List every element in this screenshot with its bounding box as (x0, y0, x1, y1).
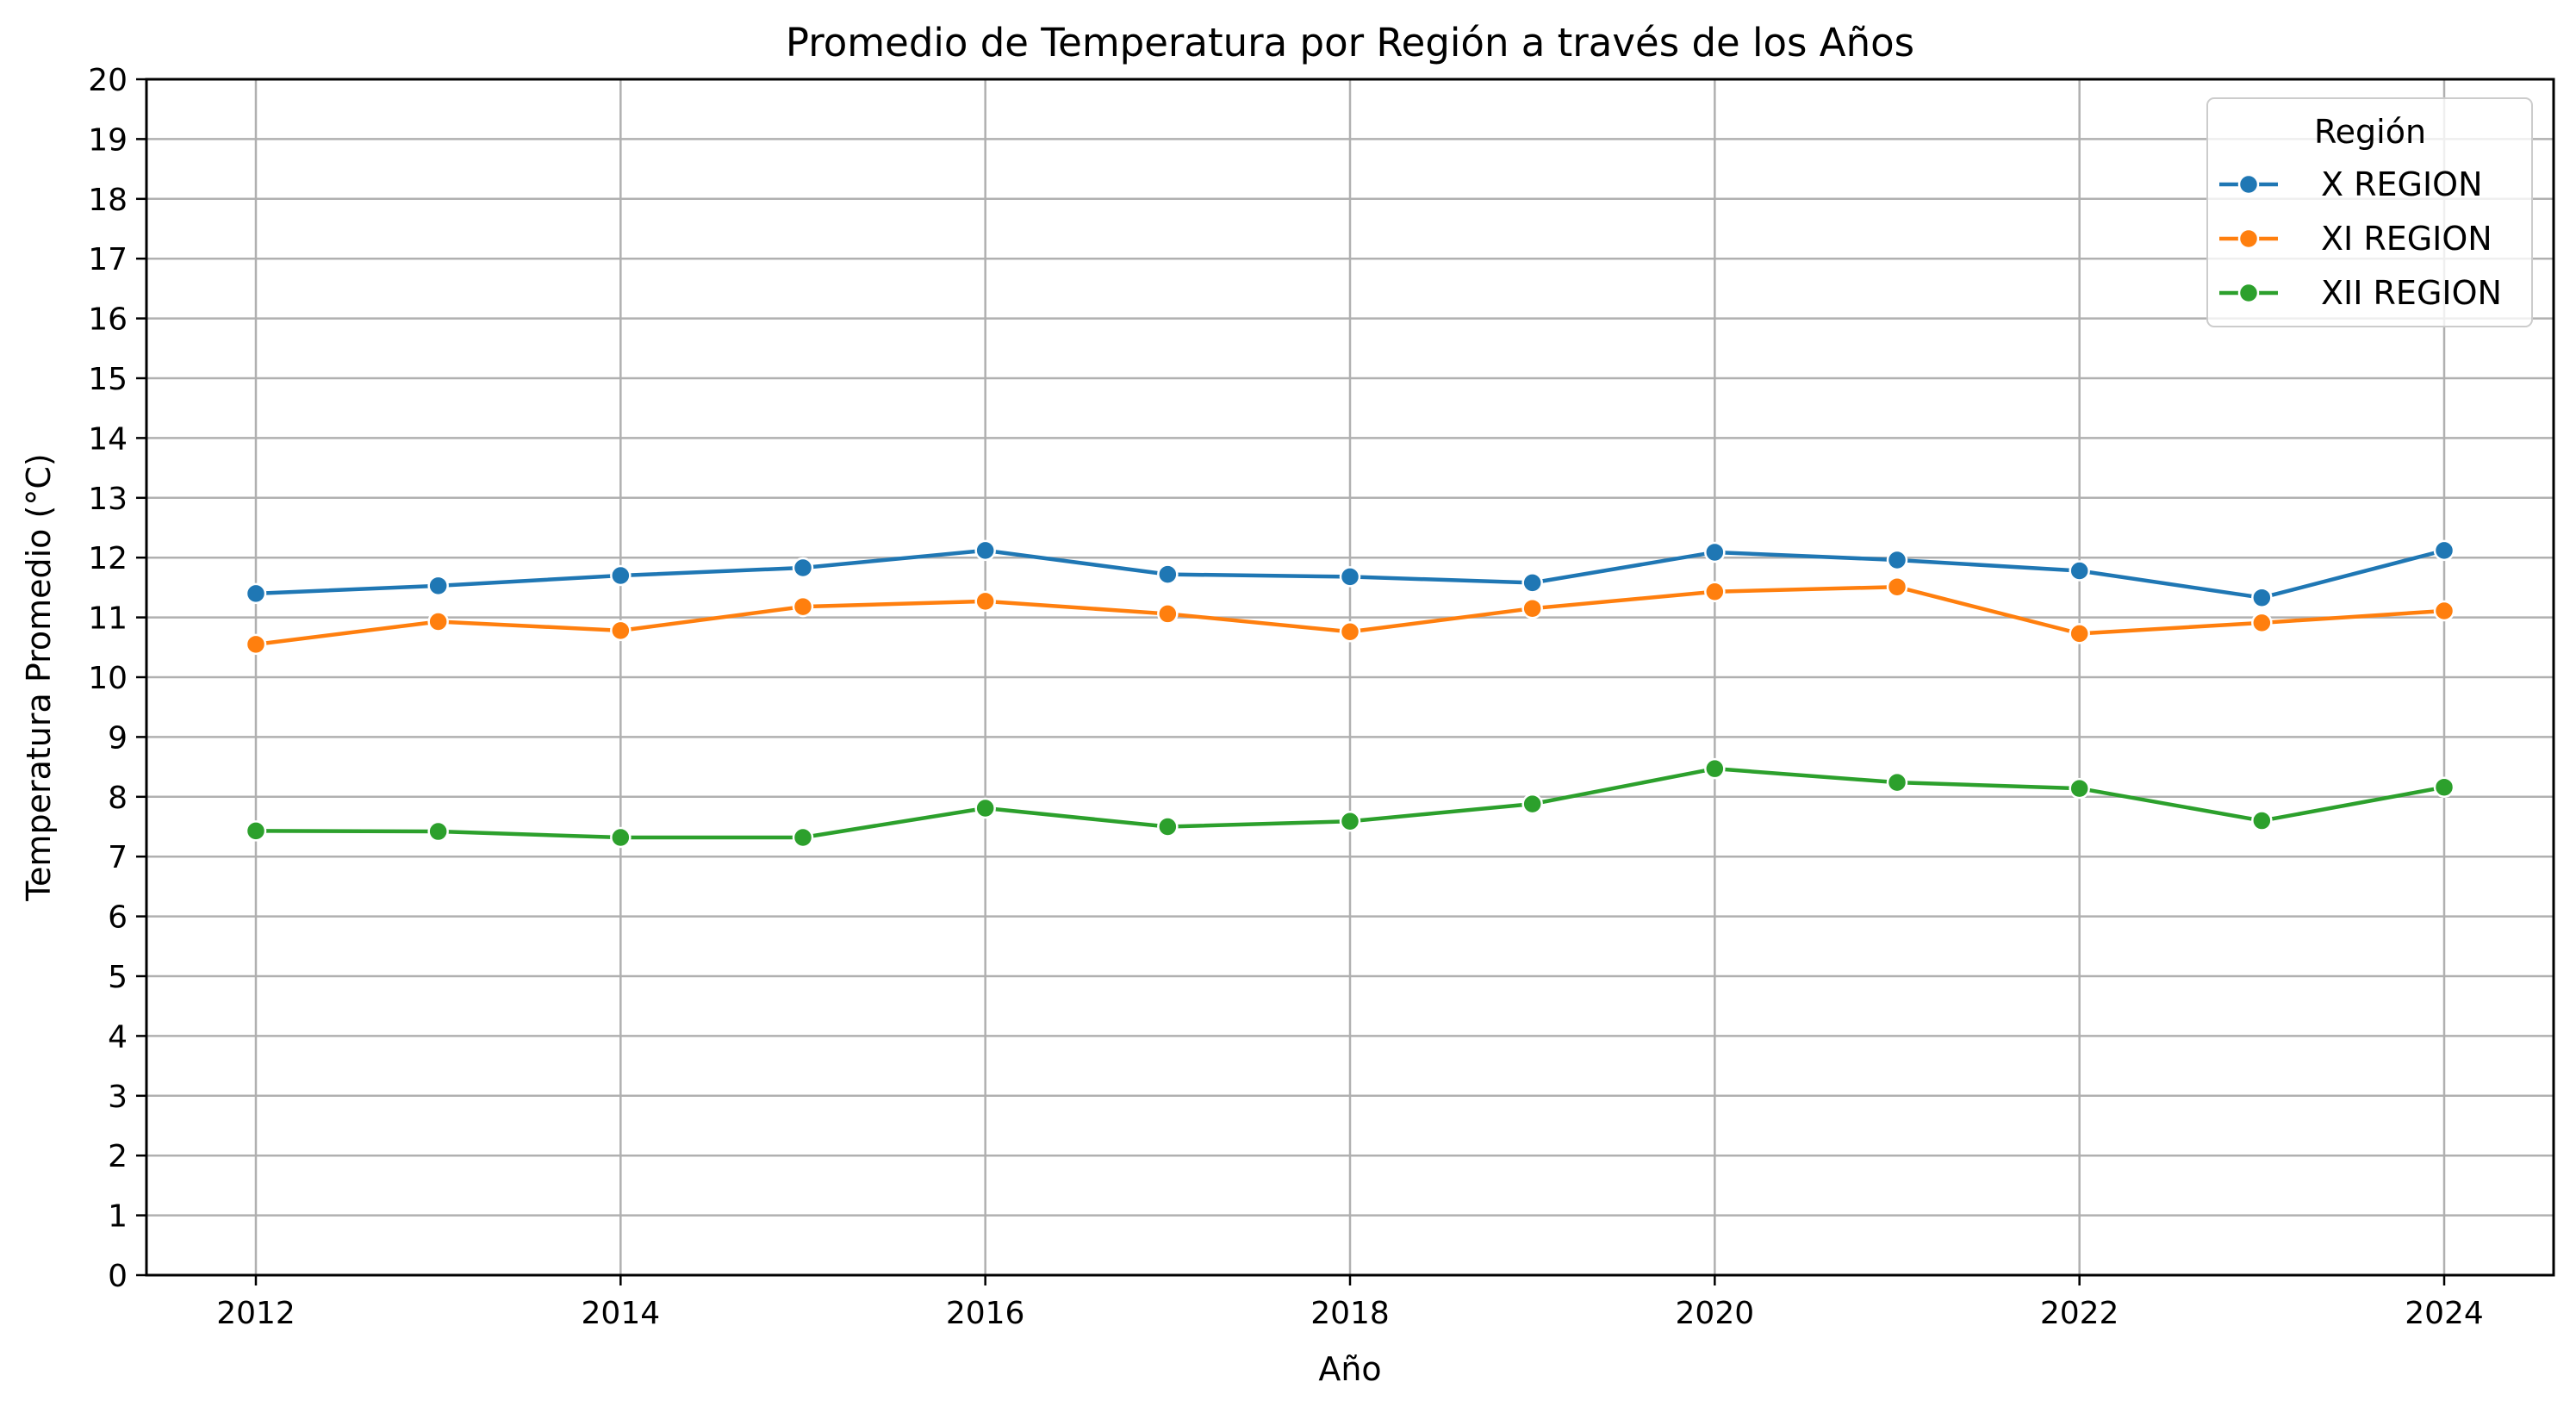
y-axis-label: Temperatura Promedio (°C) (20, 453, 58, 901)
chart-title: Promedio de Temperatura por Región a tra… (786, 20, 1914, 65)
y-tick-label: 8 (108, 781, 128, 816)
x-tick-label: 2016 (946, 1296, 1025, 1331)
y-tick-label: 0 (108, 1259, 128, 1294)
legend-entry-label: XI REGION (2321, 220, 2492, 258)
data-point (427, 820, 449, 843)
x-tick-label: 2020 (1676, 1296, 1755, 1331)
data-point (2251, 810, 2273, 831)
y-tick-label: 12 (88, 541, 128, 576)
data-point (2251, 587, 2273, 608)
y-tick-label: 10 (88, 661, 128, 696)
series-group (245, 539, 2455, 849)
y-tick-label: 3 (108, 1080, 128, 1115)
y-tick-label: 6 (108, 900, 128, 936)
y-tick-label: 15 (88, 362, 128, 397)
data-point (1157, 563, 1179, 585)
x-tick-label: 2012 (216, 1296, 296, 1331)
data-point (792, 826, 814, 849)
data-point (1521, 597, 1543, 619)
data-point (245, 633, 267, 656)
legend-entry-label: X REGION (2321, 165, 2483, 203)
x-tick-label: 2018 (1310, 1296, 1390, 1331)
y-tick-label: 11 (88, 601, 128, 637)
legend-marker-swatch (2237, 173, 2260, 196)
y-tick-label: 2 (108, 1139, 128, 1174)
legend-box (2206, 97, 2533, 327)
y-tick-label: 5 (108, 960, 128, 995)
data-point (974, 797, 996, 819)
data-point (1886, 549, 1908, 571)
y-tick-label: 1 (108, 1199, 128, 1235)
data-point (792, 595, 814, 618)
data-point (2069, 560, 2090, 582)
data-point (1704, 541, 1726, 563)
data-point (610, 826, 632, 849)
data-point (2433, 539, 2455, 562)
series-x-region (245, 539, 2455, 608)
y-tick-label: 7 (108, 840, 128, 875)
data-point (427, 575, 449, 597)
data-point (427, 611, 449, 632)
y-tick-label: 9 (108, 720, 128, 756)
legend-marker-swatch (2237, 282, 2260, 304)
series-xi-region (245, 576, 2455, 656)
data-point (2251, 612, 2273, 634)
x-tick-label: 2022 (2040, 1296, 2119, 1331)
data-point (974, 539, 996, 562)
data-point (1704, 757, 1726, 780)
data-point (1886, 771, 1908, 794)
data-point (245, 582, 267, 605)
data-point (1339, 811, 1361, 832)
data-point (1521, 572, 1543, 594)
series-xii-region (245, 757, 2455, 849)
grid-lines (146, 78, 2554, 1277)
data-point (610, 619, 632, 642)
data-point (2069, 623, 2090, 644)
x-axis-ticks: 2012 2014 2016 2018 2020 2022 2024 (216, 1275, 2484, 1331)
y-tick-label: 14 (88, 421, 128, 457)
legend-marker-swatch (2237, 227, 2260, 250)
y-tick-label: 17 (88, 242, 128, 277)
data-point (2433, 776, 2455, 798)
x-axis-label: Año (1318, 1350, 1381, 1388)
data-point (1886, 576, 1908, 598)
data-point (792, 557, 814, 579)
legend: Región X REGION XI REGION XII REGION (2206, 97, 2533, 327)
legend-entry-label: XII REGION (2321, 274, 2502, 312)
x-tick-label: 2024 (2405, 1296, 2484, 1331)
y-tick-label: 18 (88, 183, 128, 218)
y-tick-label: 13 (88, 482, 128, 517)
y-tick-label: 19 (88, 122, 128, 158)
data-point (974, 590, 996, 613)
y-tick-label: 16 (88, 302, 128, 338)
data-point (610, 564, 632, 587)
data-point (1521, 793, 1543, 815)
data-point (1157, 816, 1179, 837)
y-tick-label: 4 (108, 1019, 128, 1055)
x-tick-label: 2014 (582, 1296, 661, 1331)
y-tick-label: 20 (88, 63, 128, 98)
data-point (2433, 600, 2455, 622)
legend-title: Región (2314, 113, 2426, 151)
data-point (1157, 603, 1179, 625)
data-point (245, 820, 267, 842)
data-point (2069, 777, 2090, 800)
data-point (1704, 581, 1726, 603)
data-point (1339, 621, 1361, 643)
data-point (1339, 566, 1361, 588)
